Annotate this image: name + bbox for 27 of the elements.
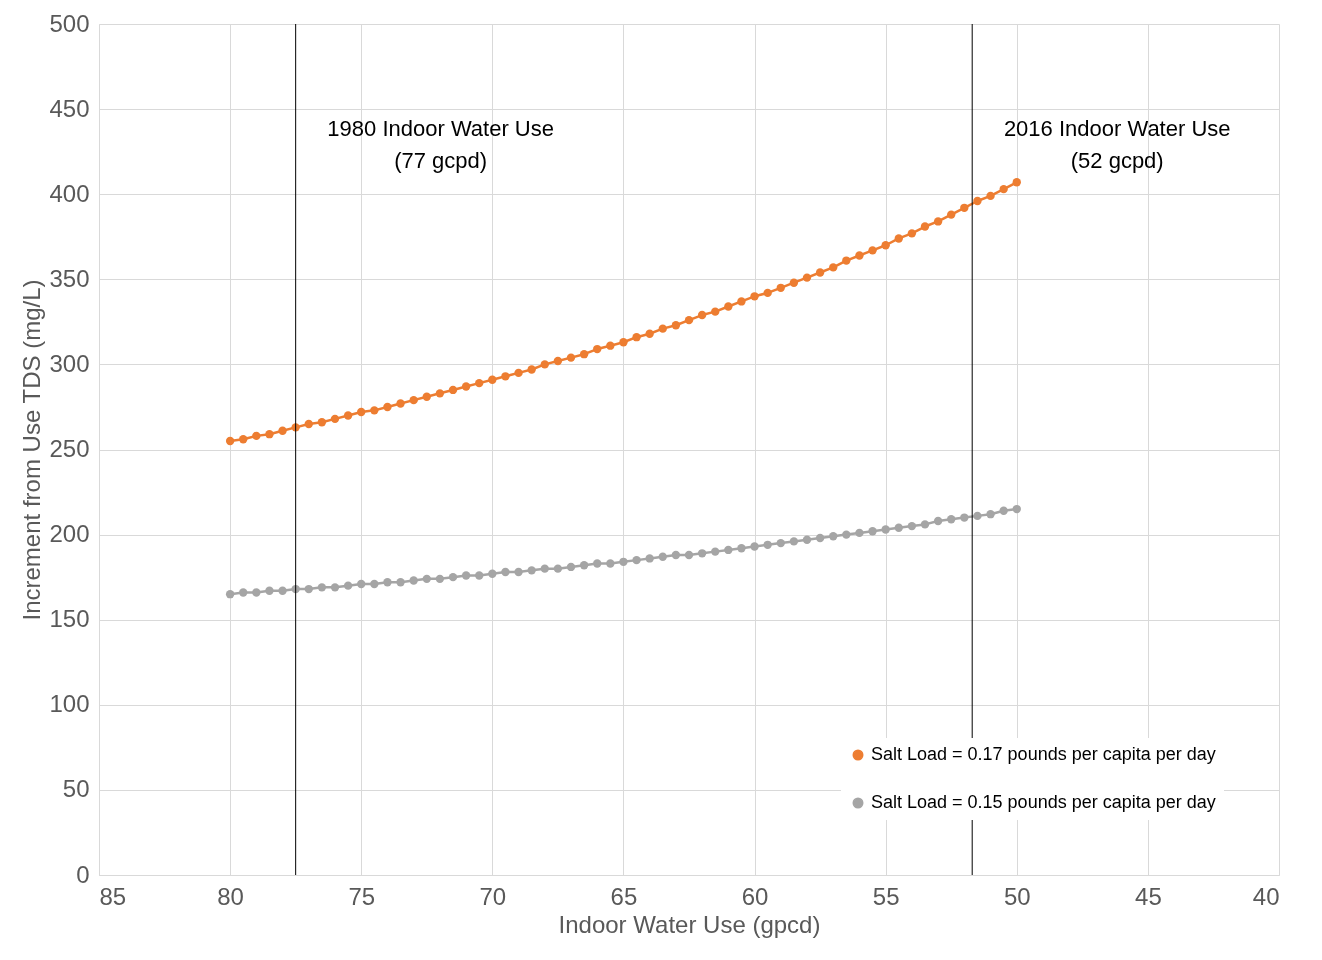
- x-tick-label: 65: [610, 882, 638, 910]
- ref-line-label: 2016 Indoor Water Use (52 gcpd): [1003, 116, 1231, 173]
- x-tick-label: 45: [1135, 882, 1162, 910]
- x-tick-label: 50: [1003, 882, 1031, 910]
- x-tick-label: 80: [217, 882, 244, 910]
- x-tick-label: 55: [872, 882, 900, 910]
- ref-line-label: 1980 Indoor Water Use (77 gcpd): [327, 116, 554, 173]
- y-tick-label: 500: [49, 9, 90, 37]
- y-tick-label: 250: [49, 435, 90, 462]
- x-axis-title: Indoor Water Use (gpcd): [558, 910, 821, 938]
- y-tick-label: 350: [49, 264, 90, 292]
- x-tick-label: 60: [741, 882, 769, 910]
- y-tick-label: 300: [49, 349, 90, 377]
- x-tick-label: 40: [1252, 882, 1280, 910]
- legend-label: Salt Load = 0.15 pounds per capita per day: [871, 792, 1216, 812]
- legend-label: Salt Load = 0.17 pounds per capita per day: [871, 744, 1216, 764]
- y-tick-label: 450: [49, 94, 90, 122]
- y-tick-label: 100: [49, 690, 90, 718]
- x-tick-label: 70: [479, 882, 507, 910]
- y-tick-label: 200: [49, 520, 90, 548]
- x-tick-label: 75: [348, 882, 376, 910]
- y-axis-title: Increment from Use TDS (mg/L): [18, 279, 46, 621]
- y-tick-label: 400: [49, 179, 90, 207]
- y-tick-label: 0: [76, 860, 90, 888]
- y-tick-label: 50: [62, 775, 90, 803]
- x-tick-label: 85: [99, 882, 127, 910]
- y-tick-label: 150: [49, 605, 90, 633]
